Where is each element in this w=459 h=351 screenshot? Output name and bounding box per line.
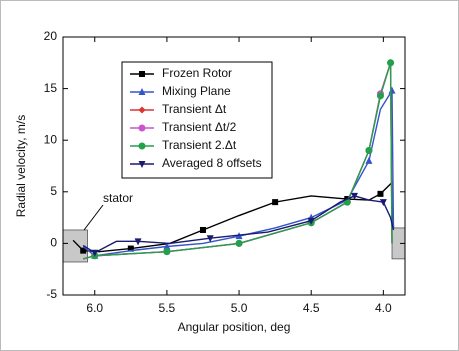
marker — [138, 124, 146, 132]
legend-label: Averaged 8 offsets — [162, 156, 262, 170]
y-tick-label: 0 — [50, 236, 57, 250]
annotation: stator — [103, 191, 133, 205]
series-line — [82, 88, 395, 257]
marker — [272, 199, 279, 206]
marker — [387, 59, 395, 67]
x-tick-label: 4.5 — [303, 301, 320, 315]
marker — [134, 238, 142, 246]
legend-label: Transient 2.Δt — [162, 138, 237, 152]
series — [82, 192, 395, 257]
marker — [91, 249, 99, 257]
y-tick-label: 20 — [44, 29, 58, 43]
x-tick-label: 6.0 — [86, 301, 103, 315]
marker — [365, 156, 373, 164]
plot-border — [62, 36, 406, 296]
marker — [138, 161, 146, 168]
marker — [139, 71, 145, 77]
marker — [138, 142, 146, 150]
series-line — [82, 195, 395, 254]
y-tick-label: 15 — [44, 81, 58, 95]
marker — [307, 217, 315, 225]
marker — [379, 199, 387, 207]
marker — [377, 190, 384, 197]
marker — [376, 92, 384, 100]
marker — [235, 239, 243, 247]
legend-label: Mixing Plane — [162, 84, 231, 98]
marker — [199, 226, 206, 233]
marker — [80, 247, 87, 254]
annotation-arrow — [83, 204, 104, 231]
legend-label: Transient Δt/2 — [162, 120, 237, 134]
y-tick-label: -5 — [46, 287, 57, 301]
legend-label: Transient Δt — [162, 102, 227, 116]
legend-label: Frozen Rotor — [162, 66, 232, 80]
marker — [163, 248, 171, 256]
y-tick-label: 5 — [50, 184, 57, 198]
marker — [163, 242, 171, 250]
x-tick-label: 5.5 — [159, 301, 176, 315]
x-tick-label: 5.0 — [231, 301, 248, 315]
legend-box — [121, 61, 273, 179]
marker — [388, 86, 396, 94]
x-axis-label: Angular position, deg — [178, 320, 291, 334]
marker — [350, 192, 358, 200]
marker — [138, 106, 146, 114]
marker — [127, 245, 134, 252]
y-tick-label: 10 — [44, 132, 58, 146]
marker — [138, 88, 146, 95]
marker — [365, 147, 373, 155]
series-line — [83, 62, 393, 260]
y-axis-label: Radial velocity, m/s — [14, 115, 28, 217]
marker — [206, 235, 214, 243]
x-tick-label: 4.0 — [375, 301, 392, 315]
